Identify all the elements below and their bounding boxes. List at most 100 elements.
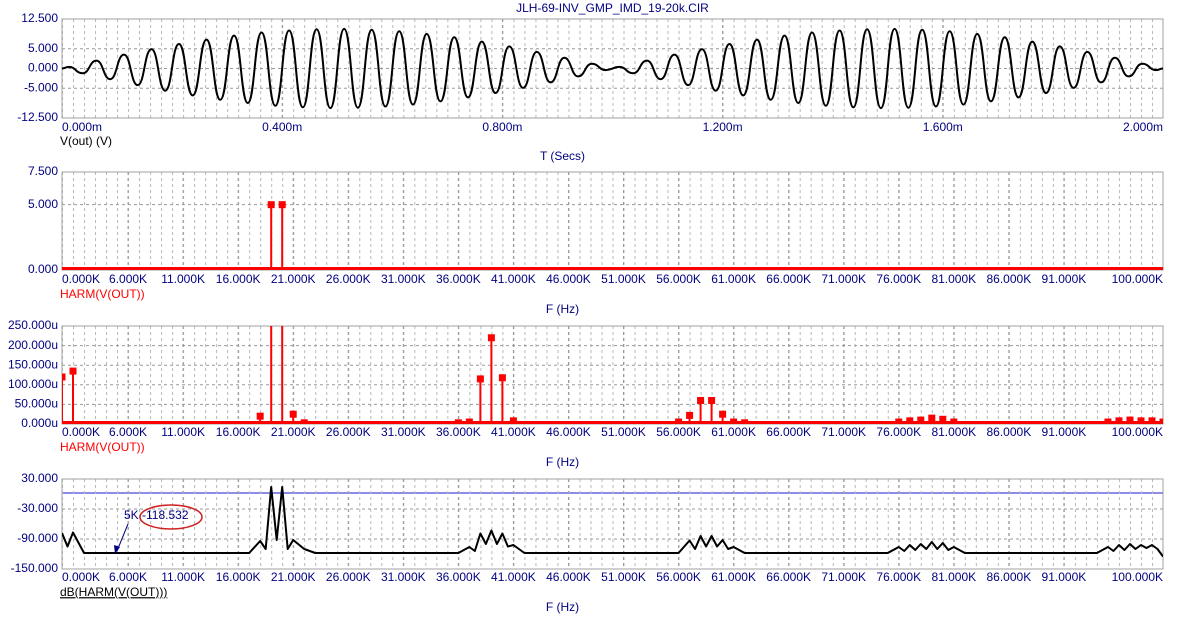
series-line (62, 27, 1163, 110)
stem-marker (697, 396, 705, 404)
x-tick-label: 76.000K (876, 425, 921, 439)
stem-marker (465, 418, 473, 424)
x-tick-label: 56.000K (656, 272, 701, 286)
stem-marker (939, 415, 947, 423)
x-axis-label: F (Hz) (546, 455, 579, 469)
y-tick-label: -5.000 (24, 80, 58, 94)
stem-marker (267, 201, 275, 209)
x-tick-label: 46.000K (546, 425, 591, 439)
x-tick-label: 51.000K (601, 570, 646, 584)
x-tick-label: 1.600m (923, 120, 963, 134)
y-tick-label: 7.500 (28, 164, 58, 178)
y-tick-label: -12.500 (17, 110, 58, 124)
x-tick-label: 46.000K (546, 272, 591, 286)
minor-grid-area (62, 479, 1163, 569)
y-tick-label: 0.000u (21, 416, 58, 430)
x-tick-label: 100.000K (1112, 570, 1163, 584)
x-tick-label: 46.000K (546, 570, 591, 584)
x-tick-label: 100.000K (1112, 272, 1163, 286)
x-tick-label: 91.000K (1042, 425, 1087, 439)
x-tick-label: 26.000K (326, 272, 371, 286)
x-tick-label: 91.000K (1042, 272, 1087, 286)
x-tick-label: 36.000K (436, 570, 481, 584)
y-tick-label: 12.500 (21, 11, 58, 25)
stem-marker (62, 373, 66, 381)
stem-marker (69, 367, 77, 375)
x-tick-label: 100.000K (1112, 425, 1163, 439)
x-tick-label: 66.000K (766, 425, 811, 439)
x-tick-label: 76.000K (876, 272, 921, 286)
x-tick-label: 31.000K (381, 570, 426, 584)
x-tick-label: 71.000K (821, 272, 866, 286)
y-tick-label: 5.000 (28, 41, 58, 55)
x-tick-label: 41.000K (491, 425, 536, 439)
x-tick-label: 16.000K (216, 272, 261, 286)
x-tick-label: 41.000K (491, 570, 536, 584)
x-tick-label: 51.000K (601, 425, 646, 439)
stem-marker (1148, 417, 1156, 424)
x-tick-label: 56.000K (656, 425, 701, 439)
series-name: HARM(V(OUT)) (60, 440, 145, 454)
x-tick-label: 16.000K (216, 425, 261, 439)
x-tick-label: 66.000K (766, 272, 811, 286)
stem-marker (917, 416, 925, 424)
minor-grid-area (62, 172, 1163, 270)
x-axis-label: T (Secs) (540, 149, 585, 163)
stem-marker (895, 418, 903, 424)
stem-marker (950, 418, 958, 424)
x-axis-label: F (Hz) (546, 600, 579, 614)
x-tick-label: 36.000K (436, 425, 481, 439)
x-tick-label: 0.000K (62, 570, 100, 584)
x-tick-label: 0.000K (62, 272, 100, 286)
x-tick-label: 86.000K (987, 570, 1032, 584)
series-line (62, 486, 1163, 558)
stem-marker (1104, 418, 1112, 424)
x-tick-label: 61.000K (711, 425, 756, 439)
x-tick-label: 0.000m (62, 120, 102, 134)
x-tick-label: 1.200m (703, 120, 743, 134)
stem-marker (708, 396, 716, 404)
stem-marker (1137, 417, 1145, 424)
series-name: V(out) (V) (60, 134, 112, 148)
x-tick-label: 76.000K (876, 570, 921, 584)
x-tick-label: 2.000m (1123, 120, 1163, 134)
y-tick-label: -150.000 (11, 561, 59, 575)
x-tick-label: 86.000K (987, 272, 1032, 286)
x-axis-label: F (Hz) (546, 302, 579, 316)
x-tick-label: 0.800m (482, 120, 522, 134)
stem-marker (1159, 418, 1163, 424)
x-tick-label: 26.000K (326, 570, 371, 584)
y-tick-label: 0.000 (28, 61, 58, 75)
x-tick-label: 6.000K (109, 425, 147, 439)
plot-area (62, 201, 1163, 270)
x-tick-label: 21.000K (271, 425, 316, 439)
x-tick-label: 91.000K (1042, 570, 1087, 584)
chart-title: JLH-69-INV_GMP_IMD_19-20k.CIR (516, 1, 709, 15)
x-tick-label: 31.000K (381, 425, 426, 439)
x-tick-label: 11.000K (161, 570, 205, 584)
stem-marker (509, 417, 517, 424)
stem-marker (730, 418, 738, 424)
stem-marker (289, 410, 297, 418)
series-name: dB(HARM(V(OUT))) (60, 585, 167, 599)
x-tick-label: 6.000K (109, 272, 147, 286)
stem-marker (300, 419, 308, 424)
x-tick-label: 61.000K (711, 272, 756, 286)
stem-marker (719, 410, 727, 418)
x-tick-label: 6.000K (109, 570, 147, 584)
plot-frame (61, 478, 1164, 570)
y-tick-label: 100.000u (8, 377, 58, 391)
stem-marker (741, 419, 749, 424)
x-tick-label: 26.000K (326, 425, 371, 439)
stem-marker (256, 412, 264, 420)
x-tick-label: 81.000K (931, 570, 976, 584)
y-tick-label: -90.000 (17, 531, 58, 545)
stem-marker (1115, 417, 1123, 424)
y-tick-label: 0.000 (28, 262, 58, 276)
x-tick-label: 31.000K (381, 272, 426, 286)
annotation-arrow-head (114, 545, 120, 554)
x-tick-label: 36.000K (436, 272, 481, 286)
plot-area (62, 326, 1163, 424)
